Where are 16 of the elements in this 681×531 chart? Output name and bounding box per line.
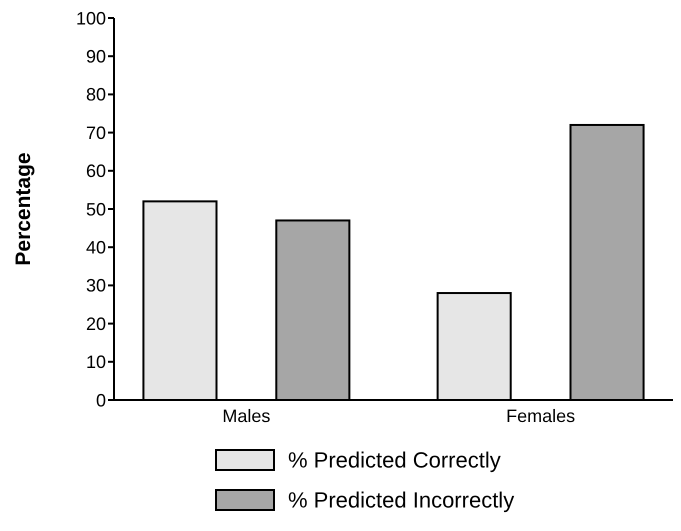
y-tick-label: 0	[96, 390, 106, 410]
y-axis-title: Percentage	[12, 152, 35, 266]
legend-label: % Predicted Incorrectly	[288, 488, 514, 513]
y-tick-label: 30	[86, 276, 106, 296]
legend-label: % Predicted Correctly	[288, 448, 501, 473]
y-tick-label: 20	[86, 314, 106, 334]
y-tick-label: 70	[86, 122, 106, 143]
x-tick-label: Males	[222, 406, 270, 426]
y-tick-label: 90	[86, 46, 106, 66]
y-tick-label: 40	[86, 238, 106, 258]
y-tick-label: 100	[76, 8, 106, 28]
y-tick-label: 60	[86, 161, 106, 182]
y-tick-label: 80	[86, 84, 106, 105]
y-tick-label: 50	[86, 199, 106, 220]
x-tick-label: Females	[506, 406, 576, 426]
y-tick-label: 10	[86, 352, 106, 372]
